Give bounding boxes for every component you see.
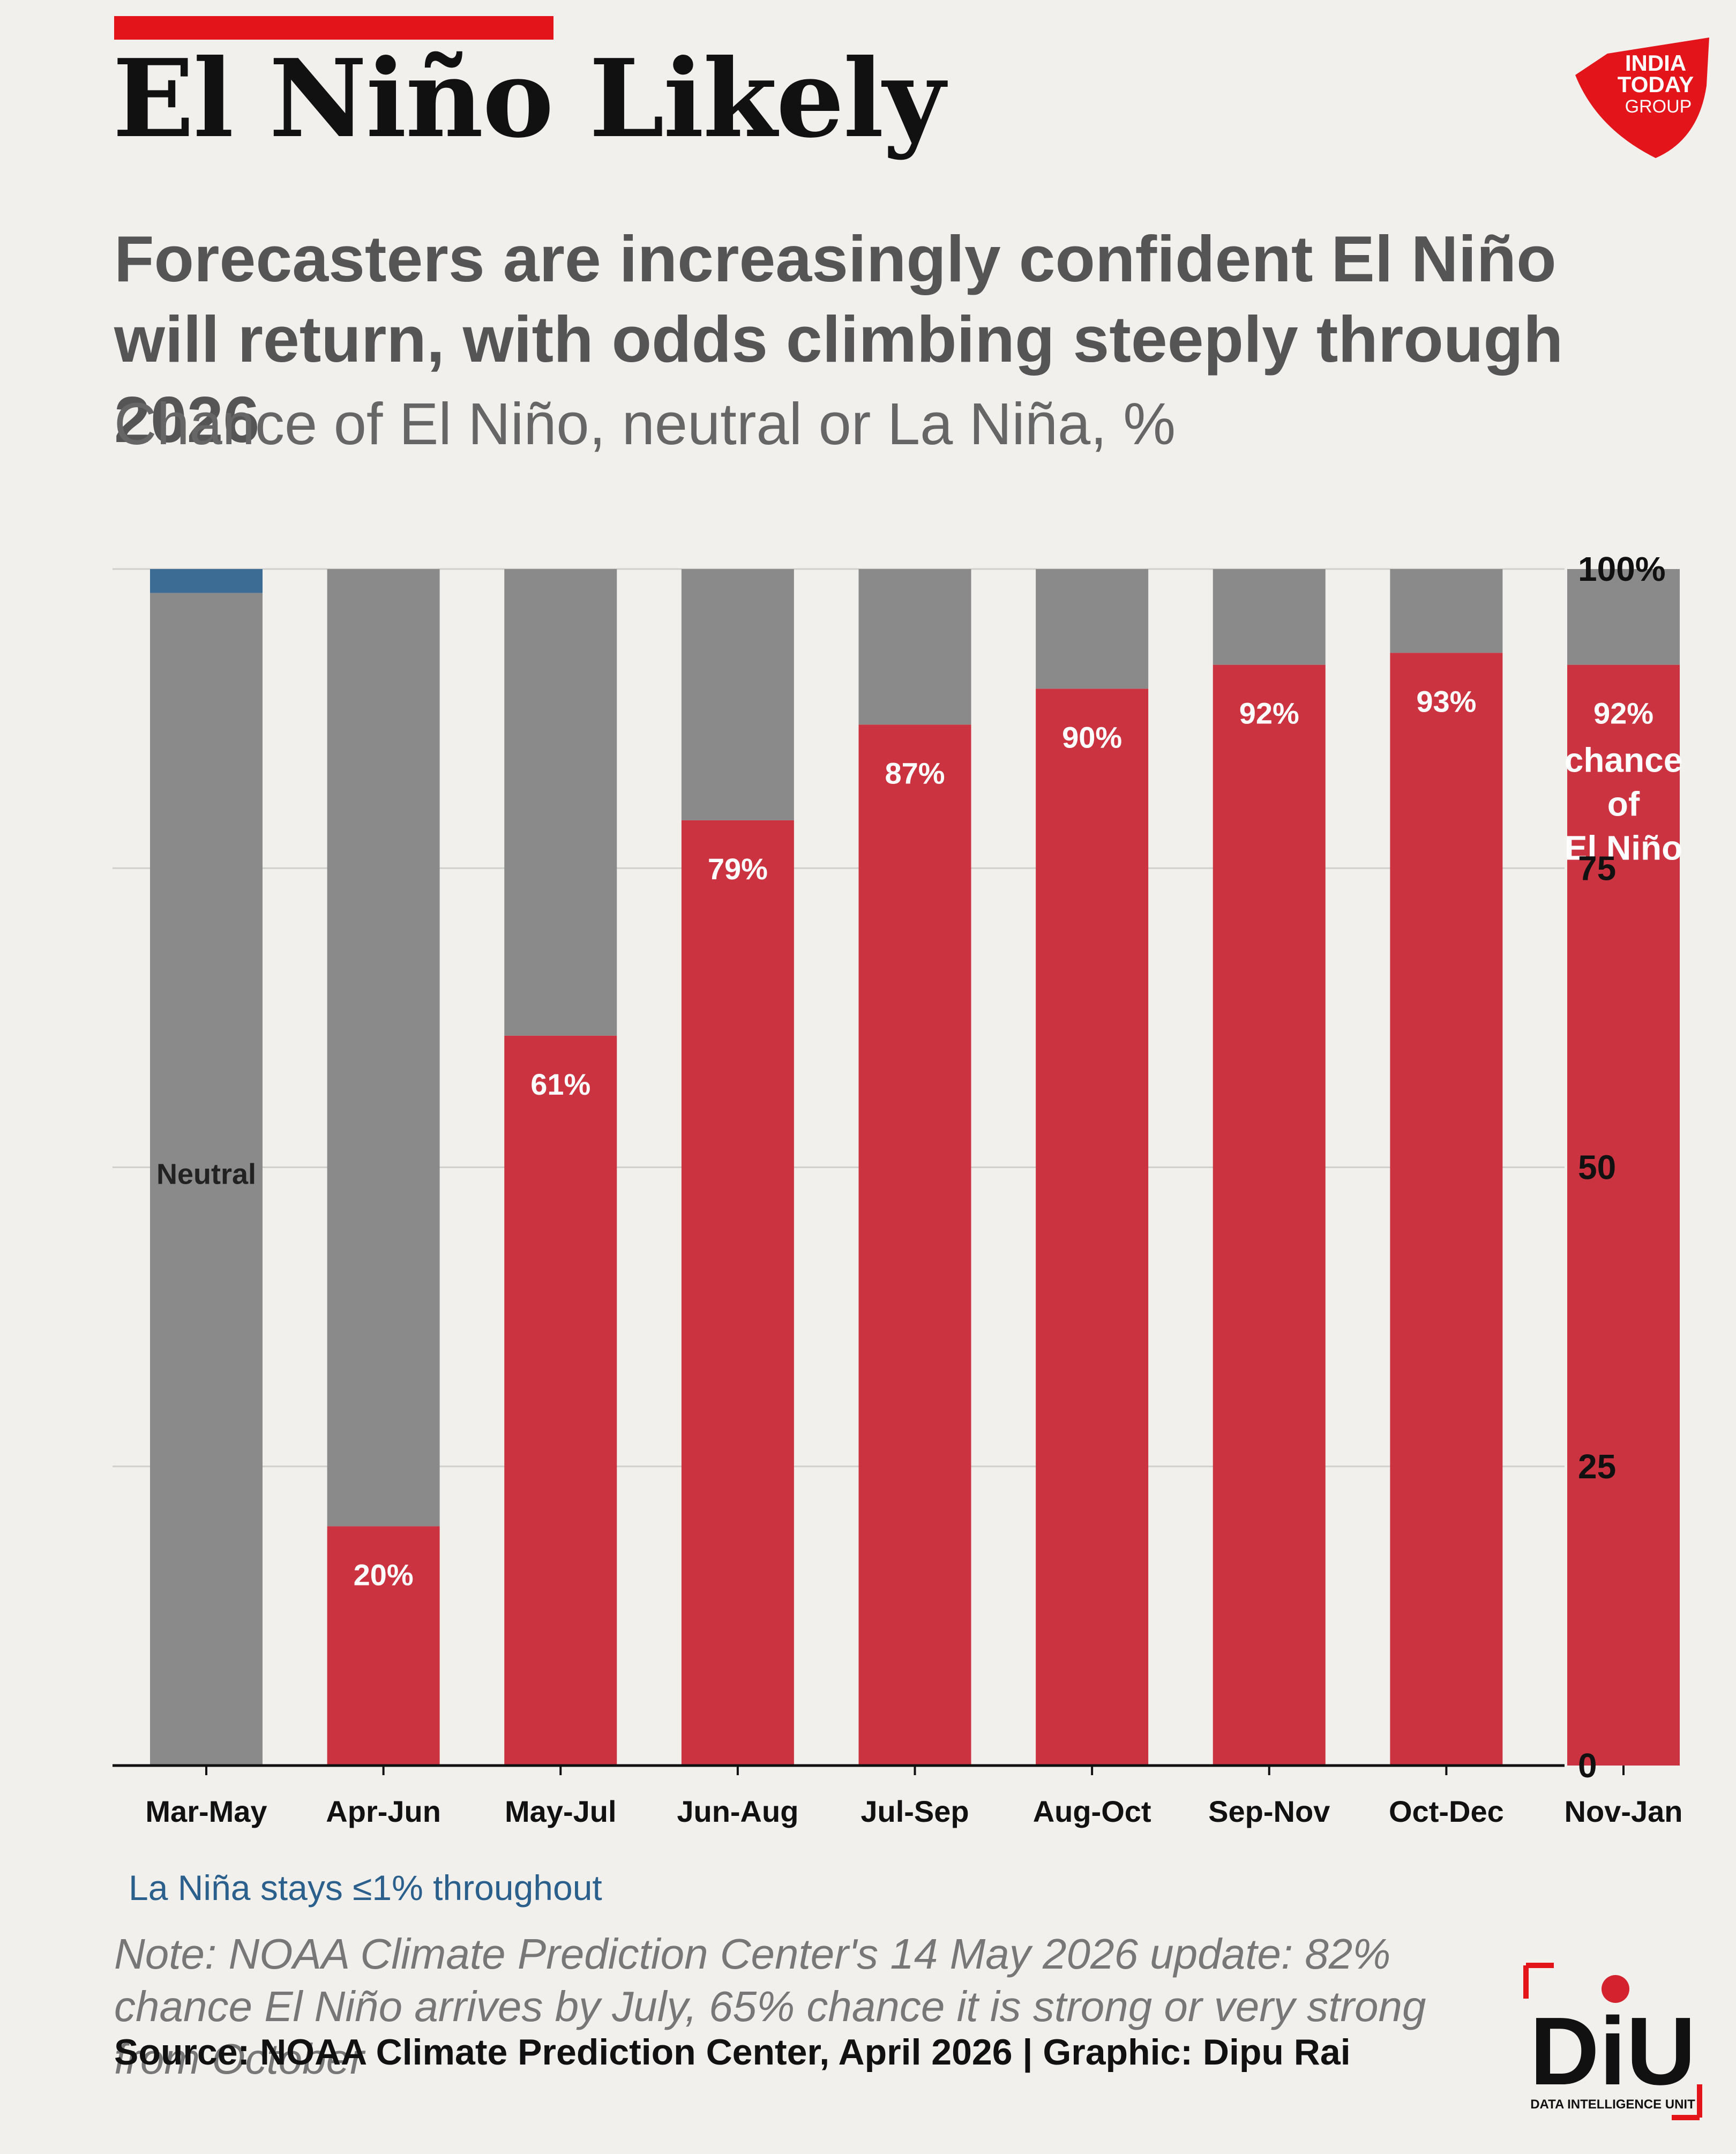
data-label: 93% <box>1416 684 1476 718</box>
data-label: 90% <box>1062 720 1122 754</box>
svg-text:DATA INTELLIGENCE UNIT: DATA INTELLIGENCE UNIT <box>1530 2097 1695 2112</box>
svg-text:INDIA: INDIA <box>1625 50 1686 76</box>
bar-neutral <box>1036 569 1149 689</box>
data-label: 92% <box>1593 697 1653 730</box>
x-tick-label: Oct-Dec <box>1389 1794 1504 1828</box>
x-tick-label: Sep-Nov <box>1208 1794 1330 1828</box>
bar-la-nina <box>150 569 263 593</box>
stacked-bar-chart: 20% 61% 79% 87% 90% 92% 93% 92% chance of El Niño N… <box>113 550 1682 1828</box>
bar-el-nino <box>1213 664 1326 1766</box>
annotation-line: chance <box>1565 741 1683 780</box>
data-label: 87% <box>885 756 945 790</box>
chart-subhead: Chance of El Niño, neutral or La Niña, % <box>114 391 1176 457</box>
axes: 100% 75 50 25 0 Mar-May Apr-Jun May-Jul Jun-Aug J… <box>113 550 1682 1828</box>
annotation-line: El Niño <box>1565 829 1682 867</box>
x-tick-label: Mar-May <box>145 1794 267 1828</box>
x-tick-label: Jul-Sep <box>860 1794 969 1828</box>
la-nina-note: La Niña stays ≤1% throughout <box>129 1868 602 1908</box>
x-tick-label: Aug-Oct <box>1033 1794 1151 1828</box>
data-label: 79% <box>708 852 768 886</box>
x-tick-label: Apr-Jun <box>326 1794 441 1828</box>
y-tick-label: 75 <box>1578 849 1616 887</box>
bar-neutral <box>504 569 617 1036</box>
bar-neutral <box>858 569 971 725</box>
svg-text:DiU: DiU <box>1530 1998 1696 2105</box>
bar-neutral <box>327 569 440 1527</box>
bar-neutral <box>1390 569 1503 653</box>
chart-title: El Niño Likely <box>113 36 945 162</box>
bar-neutral <box>1567 569 1680 665</box>
x-tick-label: May-Jul <box>505 1794 617 1828</box>
diu-logo: DiU DATA INTELLIGENCE UNIT <box>1523 1963 1702 2120</box>
neutral-label: Neutral <box>156 1158 256 1191</box>
y-tick-label: 100% <box>1578 550 1666 588</box>
bar-neutral <box>150 593 263 1766</box>
bar-neutral <box>1213 569 1326 665</box>
annotation-line: of <box>1607 785 1640 824</box>
y-tick-label: 0 <box>1578 1746 1597 1785</box>
bars <box>150 569 1680 1766</box>
y-tick-label: 25 <box>1578 1447 1616 1486</box>
bar-el-nino <box>1036 689 1149 1766</box>
footnote: Note: NOAA Climate Prediction Center's 1… <box>114 1930 1426 2083</box>
data-labels: 20% 61% 79% 87% 90% 92% 93% 92% chance of El Niño N… <box>156 684 1682 1591</box>
x-tick-label: Jun-Aug <box>677 1794 798 1828</box>
chart-subtitle: Forecasters are increasingly confident E… <box>114 222 1563 456</box>
bar-el-nino <box>858 724 971 1766</box>
x-tick-label: Nov-Jan <box>1565 1794 1683 1828</box>
y-tick-label: 50 <box>1578 1148 1616 1187</box>
bar-el-nino <box>1567 664 1680 1766</box>
source-line: Source: NOAA Climate Prediction Center, … <box>114 2032 1351 2073</box>
svg-text:TODAY: TODAY <box>1618 72 1694 97</box>
svg-text:GROUP: GROUP <box>1625 96 1692 117</box>
bar-el-nino <box>681 820 794 1766</box>
india-today-group-logo: INDIA TODAY GROUP <box>1575 38 1709 158</box>
bar-el-nino <box>327 1526 440 1766</box>
bar-el-nino <box>1390 653 1503 1766</box>
data-label: 92% <box>1239 697 1299 730</box>
data-label: 20% <box>354 1558 414 1591</box>
bar-el-nino <box>504 1035 617 1766</box>
data-label: 61% <box>530 1067 590 1101</box>
title-accent-bar <box>114 16 553 40</box>
bar-neutral <box>681 569 794 820</box>
